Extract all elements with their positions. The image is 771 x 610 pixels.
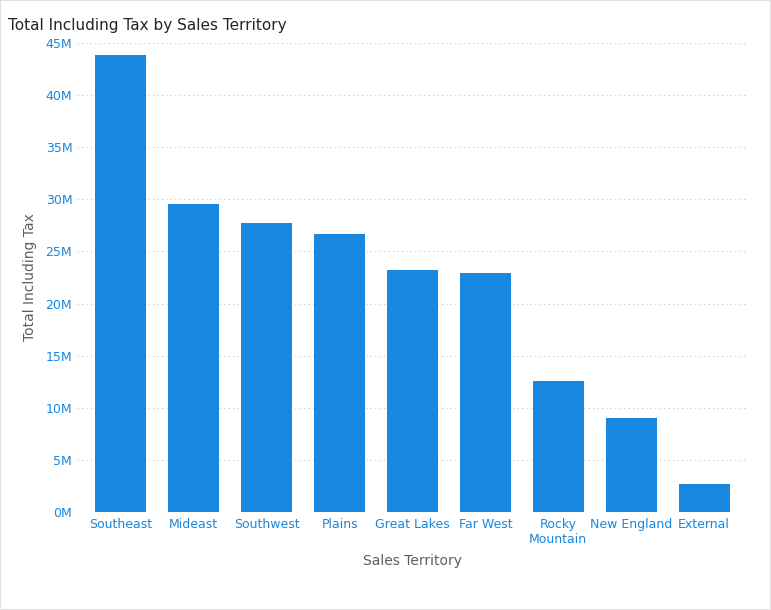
Bar bbox=[533, 381, 584, 512]
Bar bbox=[606, 418, 657, 512]
Bar bbox=[314, 234, 365, 512]
Bar bbox=[678, 484, 729, 512]
X-axis label: Sales Territory: Sales Territory bbox=[363, 554, 462, 569]
Bar bbox=[96, 56, 146, 512]
Bar bbox=[168, 204, 219, 512]
Bar bbox=[387, 270, 438, 512]
Bar bbox=[460, 273, 511, 512]
Bar bbox=[241, 223, 292, 512]
Text: Total Including Tax by Sales Territory: Total Including Tax by Sales Territory bbox=[8, 18, 286, 34]
Y-axis label: Total Including Tax: Total Including Tax bbox=[23, 214, 37, 342]
